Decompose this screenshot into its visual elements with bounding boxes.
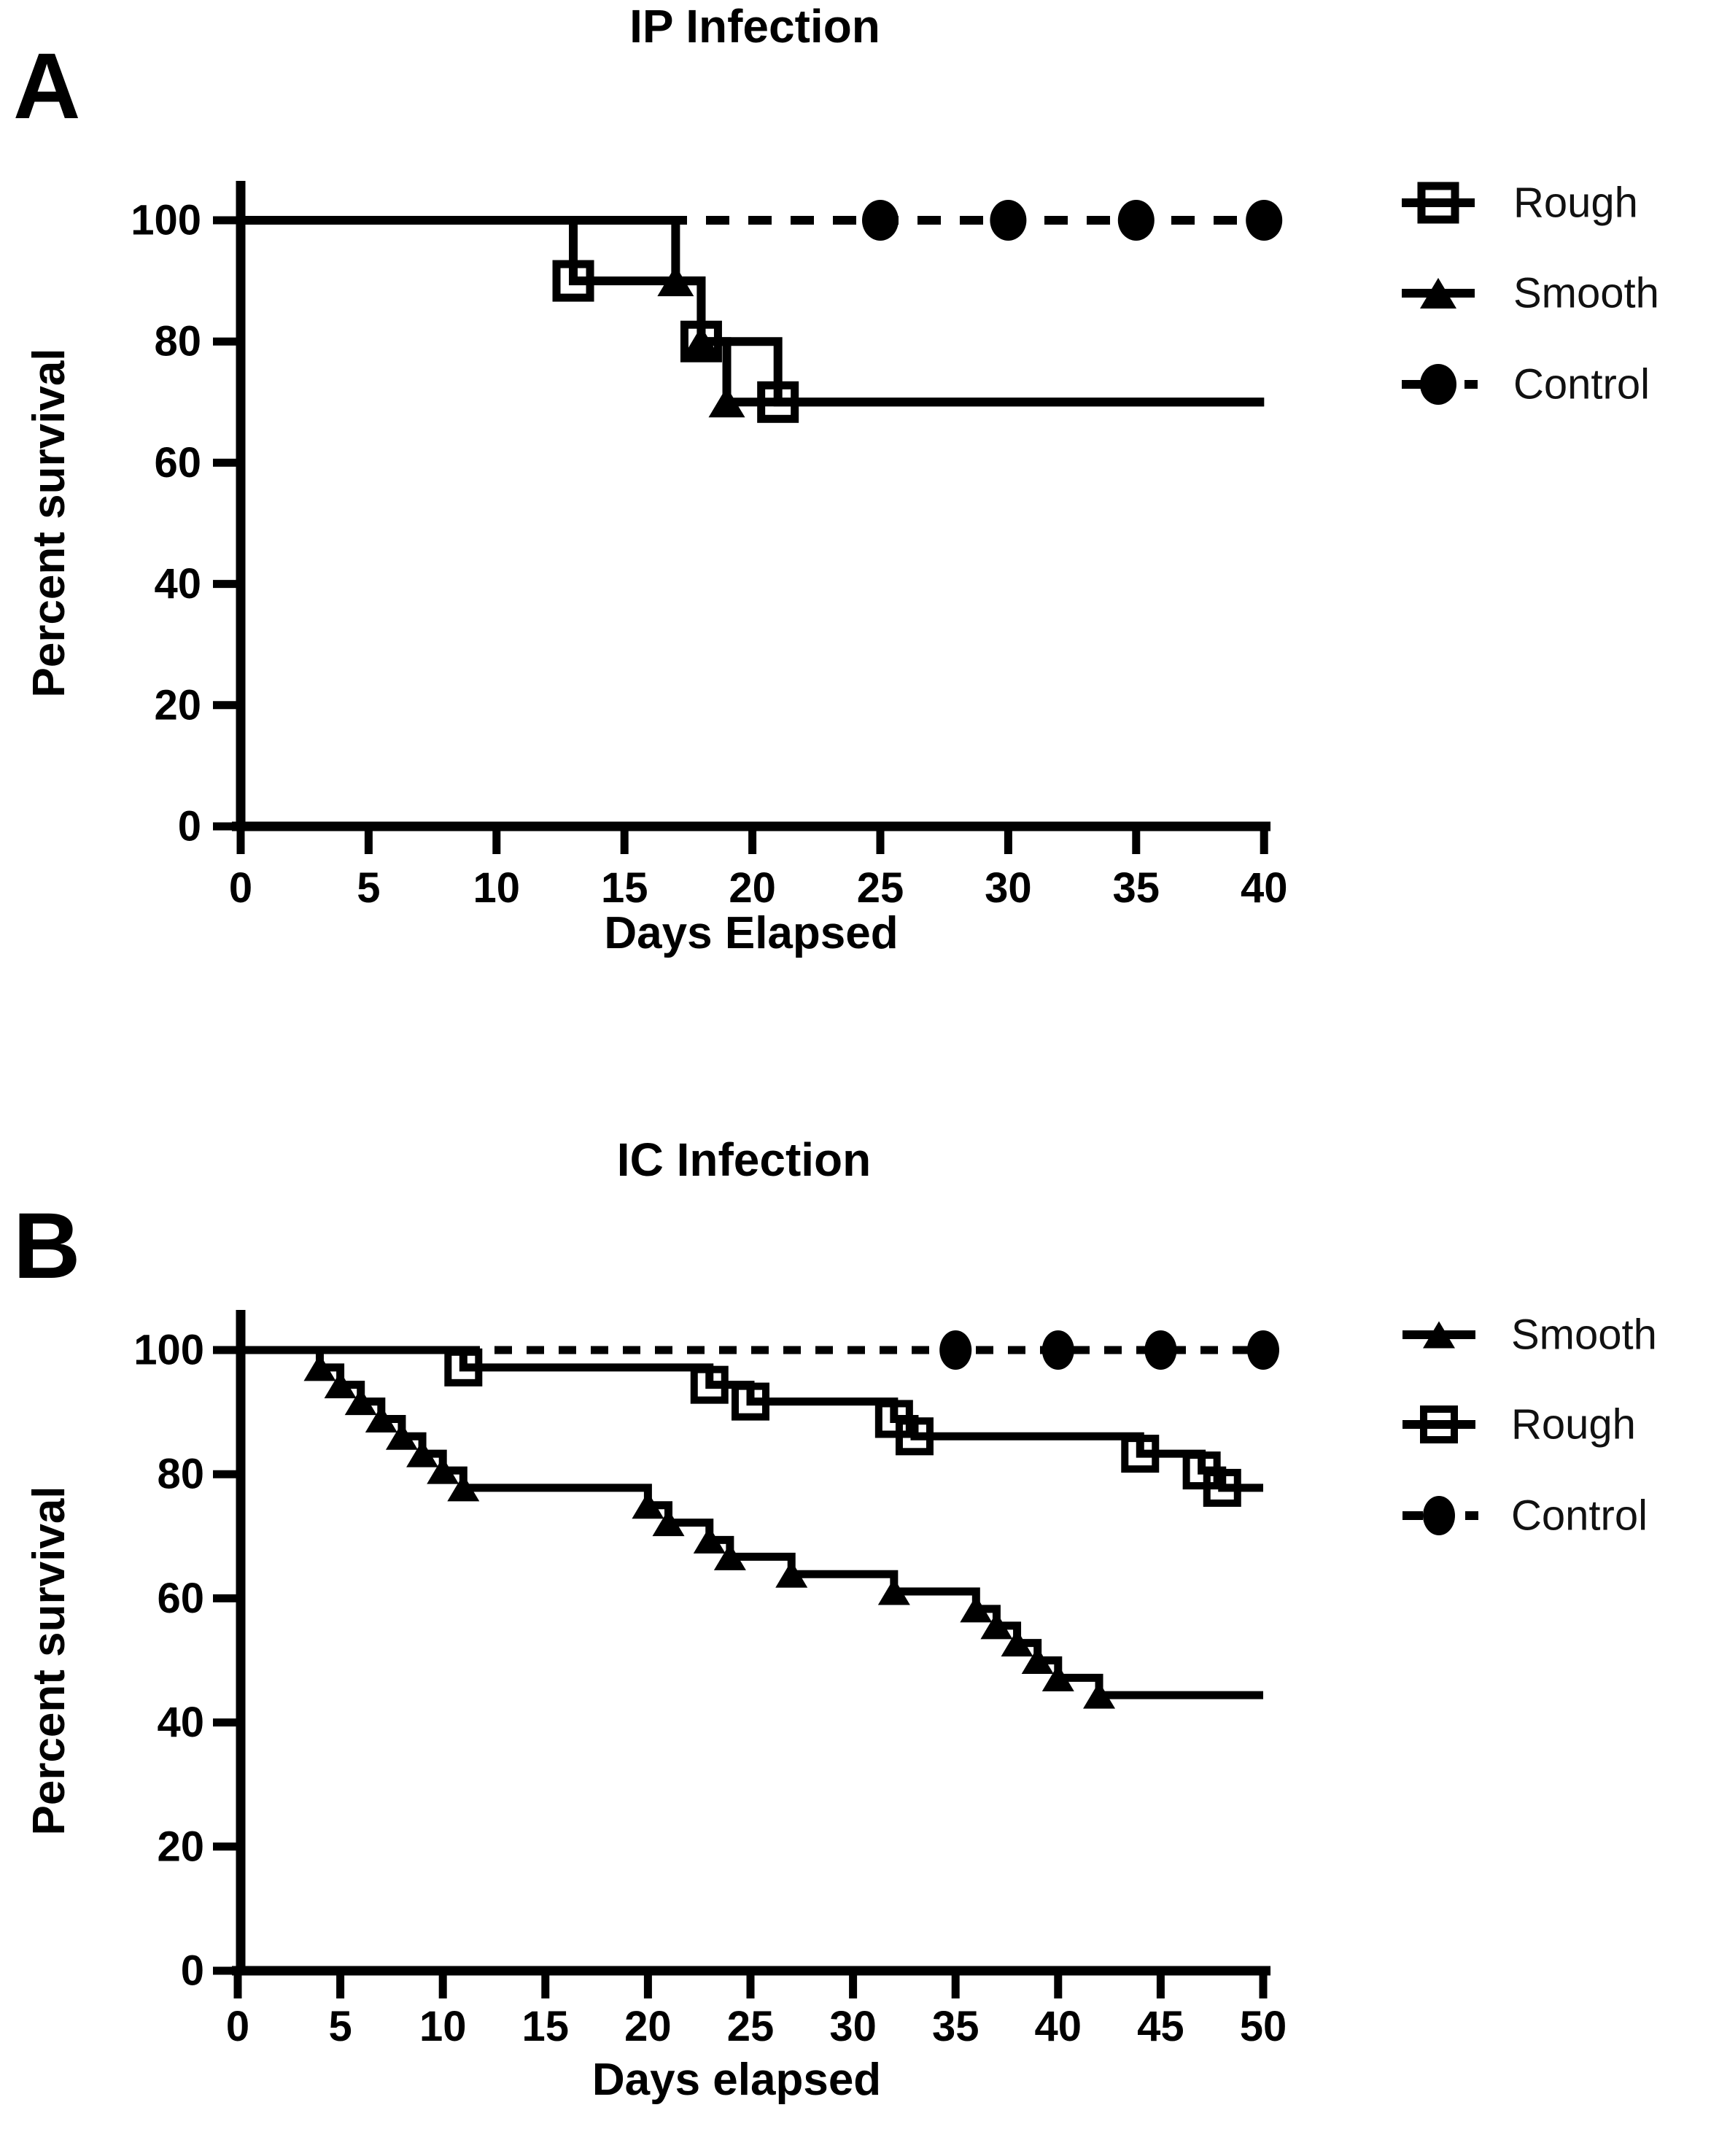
- panel-b-x-tick-label: 20: [624, 2003, 672, 2050]
- panel-a-x-tick-label: 5: [357, 864, 380, 912]
- panel-a-x-tick-label: 40: [1241, 864, 1288, 912]
- panel-b-y-axis-label: Percent survival: [24, 1486, 74, 1835]
- panel-b-x-axis-label: Days elapsed: [592, 2055, 881, 2105]
- panel-b-series-smooth-marker: [344, 1388, 377, 1416]
- panel-b-x-tick-label: 10: [419, 2003, 467, 2050]
- panel-b-series-rough-marker: [444, 1348, 483, 1387]
- panel-b-legend-label-control: Control: [1511, 1492, 1648, 1540]
- panel-a-legend-rough-marker: [1417, 182, 1459, 224]
- panel-a-y-axis-label: Percent survival: [24, 348, 74, 697]
- panel-a-letter: A: [13, 34, 80, 139]
- panel-a-x-tick-label: 35: [1113, 864, 1160, 912]
- panel-b-series-rough-marker: [1121, 1435, 1160, 1473]
- panel-b-x-tick-label: 25: [727, 2003, 775, 2050]
- panel-b-series-smooth-marker: [447, 1474, 480, 1502]
- panel-b-y-tick-label: 40: [157, 1699, 204, 1746]
- panel-a-x-axis-label: Days Elapsed: [604, 908, 898, 958]
- panel-a-series-control-marker: [1117, 200, 1155, 241]
- panel-b-series-rough-marker: [895, 1417, 934, 1456]
- panel-b-series-smooth-marker: [980, 1612, 1013, 1640]
- panel-b-x-tick-label: 0: [226, 2003, 249, 2050]
- panel-a-series-rough-marker: [552, 260, 594, 302]
- panel-a-series-rough-line: [241, 216, 1265, 407]
- panel-b-y-tick-label: 80: [157, 1451, 204, 1498]
- panel-a-legend-control-marker: [1420, 364, 1456, 405]
- panel-b-series-smooth-marker: [1001, 1629, 1033, 1657]
- panel-b-x-tick-label: 45: [1137, 2003, 1184, 2050]
- panel-a-x-tick-label: 15: [601, 864, 648, 912]
- panel-b-series-rough-marker: [1203, 1468, 1241, 1507]
- panel-b-title: IC Infection: [617, 1133, 871, 1186]
- curves-layer: [238, 200, 1283, 1709]
- panel-b-series-smooth-marker: [877, 1578, 910, 1605]
- panel-a-series-rough-marker: [757, 381, 799, 423]
- panel-b-series-control-marker: [1144, 1330, 1177, 1370]
- panel-b-series-smooth-marker: [385, 1422, 418, 1450]
- panel-a-series-control-marker: [990, 200, 1027, 241]
- panel-b-series-smooth-marker: [652, 1509, 685, 1537]
- panel-b-x-tick-label: 15: [522, 2003, 570, 2050]
- panel-b-series-rough-marker: [732, 1382, 769, 1421]
- panel-b-legend-label-smooth: Smooth: [1511, 1311, 1657, 1359]
- panel-b-series-control-marker: [1247, 1330, 1279, 1370]
- panel-b-legend-label-rough: Rough: [1511, 1401, 1636, 1449]
- panel-b-y-tick-label: 60: [157, 1575, 204, 1622]
- panel-b-series-smooth-marker: [693, 1526, 726, 1554]
- panel-a-series-smooth-line: [241, 216, 1265, 407]
- axes-layer: 0 5 10 15 20 25 30 35 40 0 20 40 60 80 100 0 5 10 15 20 25 30…: [131, 181, 1287, 2050]
- panel-a-x-tick-label: 10: [473, 864, 521, 912]
- panel-b-series-smooth-marker: [1083, 1681, 1116, 1709]
- panel-a-legend-label-control: Control: [1513, 361, 1650, 408]
- panel-a-series-control-marker: [862, 200, 899, 241]
- panel-b-y-tick-label: 20: [157, 1823, 204, 1870]
- panel-a-x-tick-label: 30: [985, 864, 1032, 912]
- panel-b-series-rough-marker: [690, 1365, 729, 1404]
- panel-a-series-control-marker: [1246, 200, 1283, 241]
- panel-a-y-tick-label: 40: [154, 560, 201, 608]
- panel-b-x-tick-label: 50: [1240, 2003, 1287, 2050]
- panel-b-series-smooth-marker: [1021, 1647, 1054, 1674]
- panel-b-series-smooth-marker: [1041, 1664, 1074, 1691]
- panel-b-series-smooth-marker: [303, 1354, 336, 1381]
- panel-b-series-smooth-marker: [324, 1371, 357, 1399]
- panel-a-x-tick-label: 0: [229, 864, 252, 912]
- panel-a-legend-label-smooth: Smooth: [1513, 270, 1659, 317]
- panel-b-series-smooth-marker: [713, 1543, 746, 1570]
- panel-b-legend-rough-marker: [1420, 1405, 1458, 1443]
- panel-a-y-tick-label: 0: [178, 803, 201, 850]
- panel-b-series-smooth-marker: [960, 1595, 993, 1623]
- panel-a-y-tick-label: 100: [131, 197, 201, 244]
- panel-b-x-tick-label: 30: [829, 2003, 877, 2050]
- panel-b-letter: B: [13, 1194, 80, 1298]
- panel-a-y-tick-label: 60: [154, 439, 201, 486]
- panel-b-series-control-marker: [1041, 1330, 1074, 1370]
- panel-b-series-smooth-marker: [406, 1440, 439, 1467]
- panel-a-x-tick-label: 25: [857, 864, 904, 912]
- panel-b-y-tick-label: 0: [181, 1947, 204, 1995]
- panel-a-x-tick-label: 20: [729, 864, 776, 912]
- panel-b-series-control-marker: [939, 1330, 972, 1370]
- legend-layer: [1402, 182, 1478, 1535]
- panel-b-series-smooth-marker: [775, 1560, 808, 1588]
- panel-b-x-tick-label: 40: [1035, 2003, 1082, 2050]
- panel-a-y-tick-label: 80: [154, 318, 201, 365]
- panel-a-y-tick-label: 20: [154, 681, 201, 729]
- panel-a-title: IP Infection: [629, 0, 880, 53]
- panel-b-x-tick-label: 35: [932, 2003, 979, 2050]
- panel-a-legend-label-rough: Rough: [1513, 179, 1638, 227]
- panel-a-series-rough-marker: [680, 320, 722, 362]
- panel-b-x-tick-label: 5: [328, 2003, 352, 2050]
- panel-a-legend-smooth-marker: [1420, 278, 1456, 309]
- panel-b-legend-control-marker: [1423, 1496, 1455, 1535]
- panel-b-series-smooth-marker: [427, 1457, 459, 1484]
- panel-b-legend-smooth-marker: [1423, 1321, 1455, 1349]
- panel-a-series-smooth-marker: [708, 387, 745, 418]
- panel-b-y-tick-label: 100: [133, 1327, 204, 1374]
- panel-b-series-smooth-marker: [365, 1405, 397, 1432]
- panel-b-series-smooth-marker: [632, 1492, 664, 1519]
